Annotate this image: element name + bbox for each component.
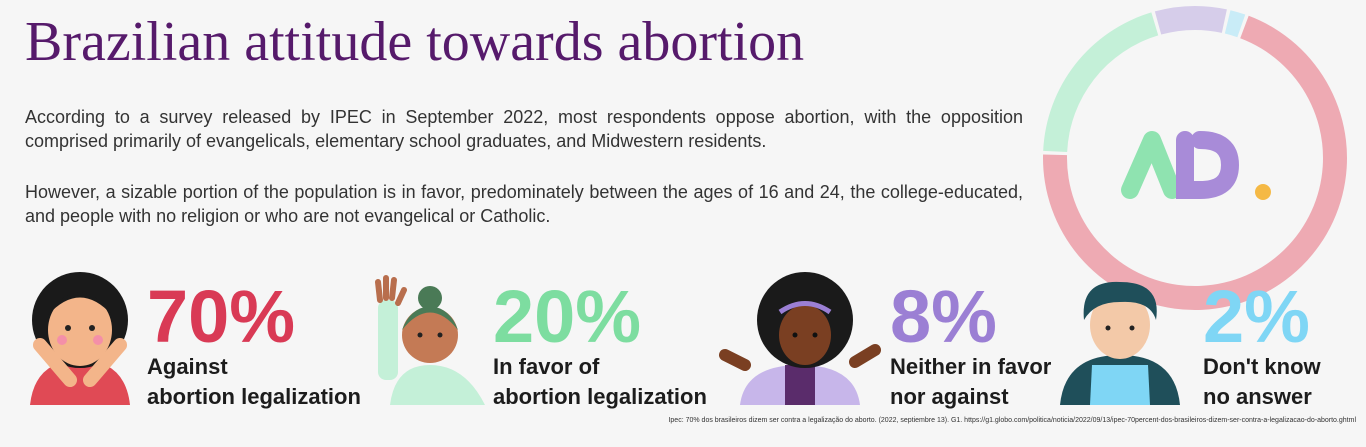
- donut-segment: [1043, 12, 1159, 152]
- donut-segment: [1224, 10, 1246, 38]
- value-label: 20%: [493, 275, 642, 358]
- title: Brazilian attitude towards abortion: [25, 11, 805, 73]
- category-label: Against abortion legalization: [147, 354, 361, 409]
- source: Ipec: 70% dos brasileiros dizem ser cont…: [668, 417, 1356, 424]
- value-label: 8%: [890, 275, 997, 358]
- category-label: In favor of abortion legalization: [493, 354, 707, 409]
- paragraph: However, a sizable portion of the popula…: [25, 182, 1023, 226]
- person-1: [30, 272, 130, 405]
- value-label: 70%: [147, 275, 296, 358]
- donut-segment: [1154, 5, 1227, 35]
- person-3: [719, 272, 881, 405]
- logo: [1121, 131, 1271, 200]
- person-4: [1060, 281, 1180, 405]
- category-label: Neither in favor nor against: [890, 354, 1052, 409]
- person-2: [375, 275, 485, 405]
- value-label: 2%: [1203, 275, 1310, 358]
- category-label: Don't know no answer: [1203, 354, 1321, 409]
- paragraph: According to a survey released by IPEC i…: [25, 107, 1023, 151]
